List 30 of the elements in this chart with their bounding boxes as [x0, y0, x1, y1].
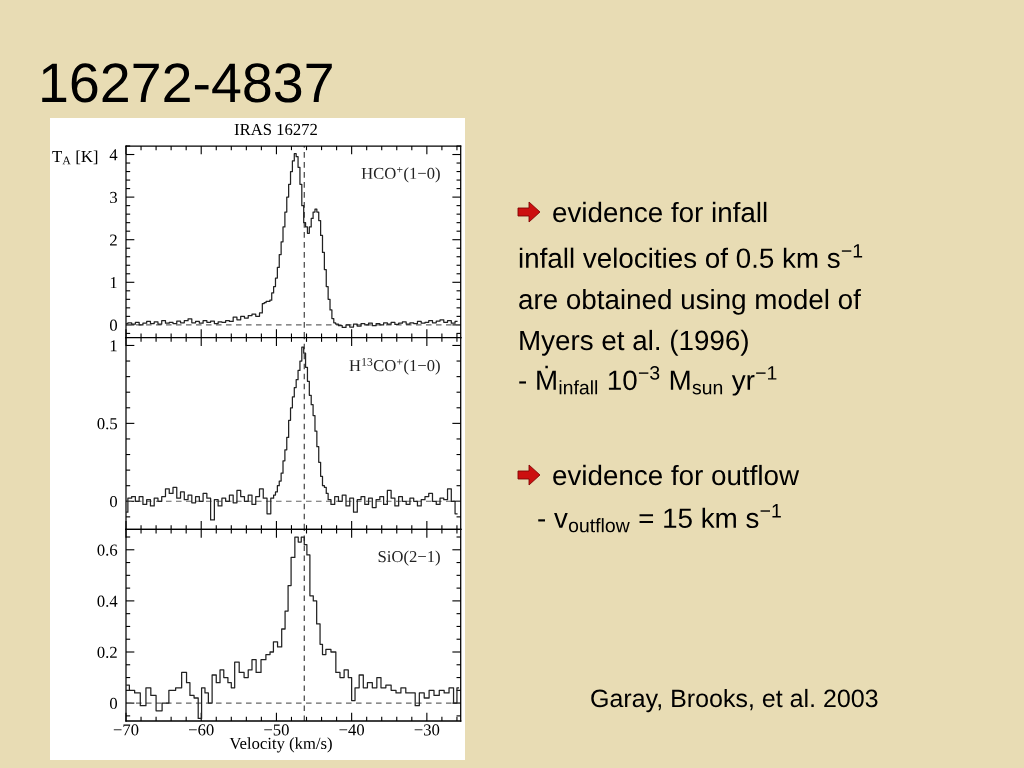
text: HCO$^{+}$(1−0)	[361, 166, 440, 183]
y-tick-label: 1	[110, 340, 117, 352]
chart-title: IRAS 16272	[234, 123, 317, 136]
y-tick-label: 2	[110, 234, 117, 246]
text: Garay, Brooks, et al. 2003	[591, 688, 878, 713]
text: H$^{13}$CO$^{+}$(1−0)	[349, 358, 440, 375]
y-tick-label: 0	[109, 697, 118, 710]
text: evidence for infall	[553, 201, 767, 223]
y-tick-label: 3	[110, 191, 118, 204]
x-tick-label: −60	[189, 724, 214, 736]
x-tick-label: −40	[339, 724, 365, 736]
y-tick-label: 0	[109, 319, 118, 331]
text: SiO(2−1)	[378, 550, 440, 566]
y-axis-title: T$_{A}$ [K]	[52, 150, 98, 165]
x-tick-label: −30	[414, 724, 440, 736]
text: infall velocities of 0.5 km s$^{−1}$ are obtained using model of Myers et al. (1996)	[519, 244, 863, 356]
y-tick-label: 0.2	[97, 646, 117, 659]
text: - v$_{outflow}$ = 15 km s$^{−1}$	[538, 504, 781, 533]
y-tick-label: 0.5	[97, 418, 118, 430]
text: 16272-4837	[42, 63, 332, 103]
y-tick-label: 1	[110, 277, 117, 289]
text: evidence for outflow	[553, 464, 800, 486]
x-tick-label: −70	[113, 724, 139, 736]
y-tick-label: 0.4	[97, 595, 118, 607]
y-tick-label: 0.6	[97, 544, 118, 556]
x-axis-title: Velocity (km/s)	[229, 737, 332, 753]
x-tick-label: −50	[264, 724, 289, 736]
y-tick-label: 0	[109, 495, 118, 508]
text: - Ṁ$_{infall}$ 10$^{−3}$ M$_{sun}$ yr$^{−1}$	[519, 365, 777, 396]
y-tick-label: 4	[109, 149, 118, 161]
